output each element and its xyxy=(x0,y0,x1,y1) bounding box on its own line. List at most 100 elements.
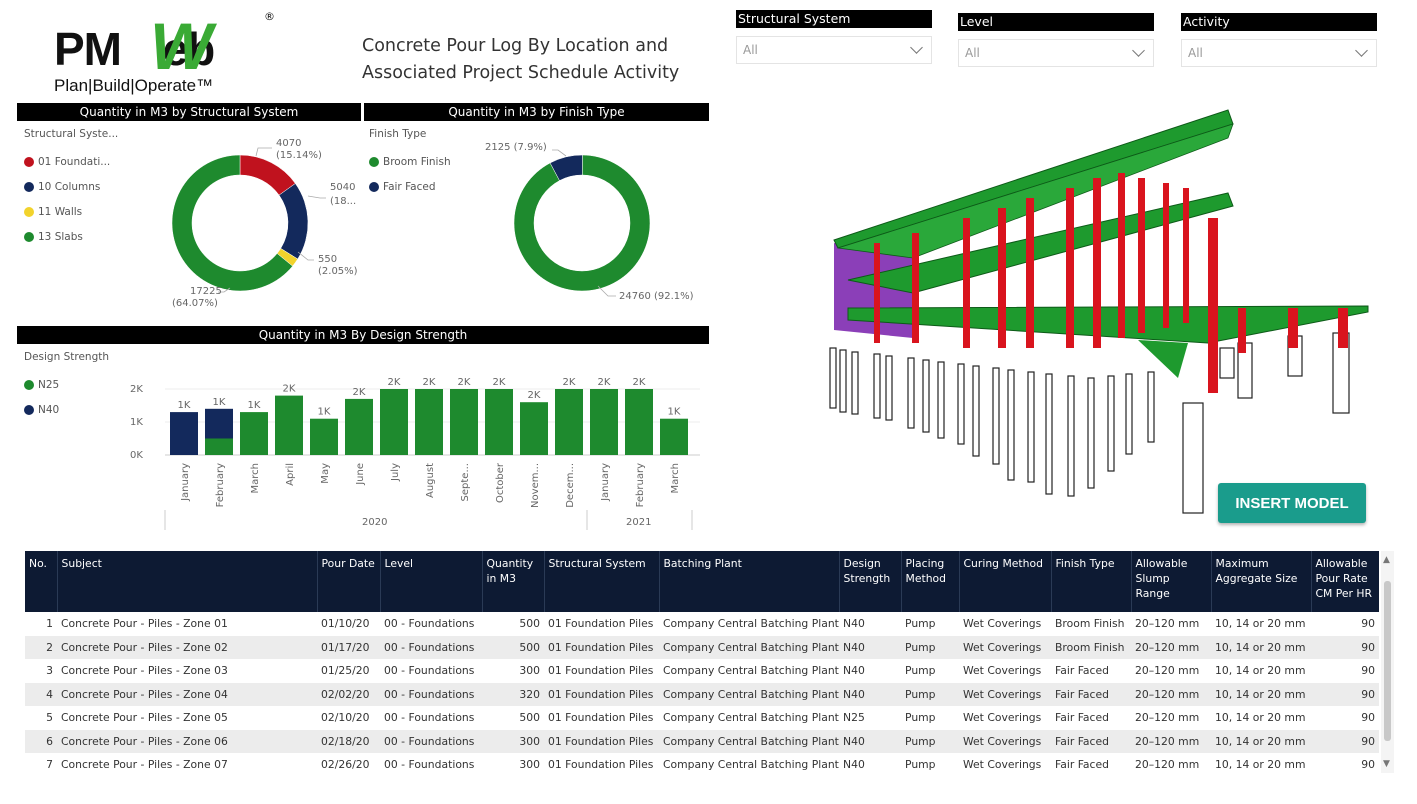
strength-bar-chart[interactable]: 2K 1K 0K 1K January 1K February 1K March 2K Apr… xyxy=(120,360,710,535)
finish-donut-chart[interactable]: 2125 (7.9%) 24760 (92.1%) xyxy=(480,128,710,318)
x-tick-label: May xyxy=(320,463,331,484)
table-cell: 300 xyxy=(519,664,540,678)
table-cell: 500 xyxy=(482,635,544,659)
column-header[interactable]: Maximum Aggregate Size xyxy=(1211,551,1312,612)
table-row[interactable]: 1 Concrete Pour - Piles - Zone 01 01/10/20… xyxy=(25,612,1379,636)
table-row[interactable]: 3 Concrete Pour - Piles - Zone 03 01/25/20… xyxy=(25,659,1379,683)
legend-item[interactable]: 11 Walls xyxy=(24,199,118,224)
bar-n25[interactable] xyxy=(380,389,408,455)
bar-data-label: 2K xyxy=(598,377,611,388)
table-cell: 20–120 mm xyxy=(1135,617,1200,631)
3d-model-viewer[interactable] xyxy=(788,108,1378,528)
bar-n25[interactable] xyxy=(625,389,653,455)
legend-title: Design Strength xyxy=(24,351,110,363)
structural-legend: Structural Syste... 01 Foundati... 10 Co… xyxy=(24,128,118,249)
report-title: Concrete Pour Log By Location and Associ… xyxy=(362,33,692,87)
bar-n25[interactable] xyxy=(590,389,618,455)
table-cell: Pump xyxy=(905,711,936,725)
table-cell: Wet Coverings xyxy=(959,682,1051,706)
y-tick-label: 2K xyxy=(130,384,143,395)
donut-slice[interactable] xyxy=(239,154,296,196)
report-title-line1: Concrete Pour Log By Location and xyxy=(362,36,669,56)
bar-data-label: 2K xyxy=(458,377,471,388)
column-header[interactable]: Structural System xyxy=(544,551,660,612)
column-header[interactable]: No. xyxy=(25,551,58,612)
table-cell: N25 xyxy=(843,711,865,725)
table-cell: 01 Foundation Piles xyxy=(548,664,654,678)
column-header[interactable]: Allowable Pour Rate CM Per HR xyxy=(1311,551,1379,612)
model-piles xyxy=(829,332,1350,514)
bar-n40[interactable] xyxy=(205,408,233,439)
legend-item[interactable]: N25 xyxy=(24,372,109,397)
table-cell: Fair Faced xyxy=(1055,664,1109,678)
bar-n25[interactable] xyxy=(205,438,233,456)
table-cell: 90 xyxy=(1311,729,1379,753)
scroll-up-icon[interactable]: ▲ xyxy=(1383,555,1390,565)
legend-item[interactable]: N40 xyxy=(24,397,109,422)
column-header[interactable]: Finish Type xyxy=(1051,551,1132,612)
table-cell: Wet Coverings xyxy=(959,729,1051,753)
structural-donut-chart[interactable]: 4070 (15.14%) 5040 (18... 550 (2.05%) 17… xyxy=(160,128,360,318)
table-cell: 5 xyxy=(46,711,53,725)
column-header[interactable]: Design Strength xyxy=(839,551,902,612)
bar-data-label: 2K xyxy=(493,377,506,388)
table-cell: 01 Foundation Piles xyxy=(544,635,659,659)
table-row[interactable]: 4 Concrete Pour - Piles - Zone 04 02/02/20… xyxy=(25,682,1379,706)
donut-data-label: 2125 (7.9%) xyxy=(485,142,547,153)
legend-item[interactable]: Broom Finish xyxy=(369,149,451,174)
structural-system-dropdown[interactable]: All xyxy=(736,36,932,64)
column-header[interactable]: Level xyxy=(380,551,483,612)
bar-n25[interactable] xyxy=(310,418,338,455)
column-header[interactable]: Quantity in M3 xyxy=(482,551,545,612)
bar-n25[interactable] xyxy=(345,398,373,455)
bar-n40[interactable] xyxy=(170,412,198,455)
bar-n25[interactable] xyxy=(520,402,548,455)
logo-text: PMWeb xyxy=(54,23,215,75)
table-row[interactable]: 7 Concrete Pour - Piles - Zone 07 02/26/20… xyxy=(25,753,1379,777)
bar-data-label: 1K xyxy=(318,407,331,418)
bar-n25[interactable] xyxy=(240,412,268,455)
scroll-thumb[interactable] xyxy=(1384,581,1391,741)
bar-n25[interactable] xyxy=(275,395,303,455)
donut-slice[interactable] xyxy=(513,154,651,292)
table-cell: 2 xyxy=(25,635,57,659)
bar-n25[interactable] xyxy=(485,389,513,455)
column-header[interactable]: Subject xyxy=(57,551,318,612)
table-cell: Company Central Batching Plant xyxy=(663,758,839,772)
legend-dot xyxy=(24,156,34,167)
table-row[interactable]: 2 Concrete Pour - Piles - Zone 02 01/17/20… xyxy=(25,635,1379,659)
table-cell: Broom Finish xyxy=(1055,617,1125,631)
bar-n25[interactable] xyxy=(415,389,443,455)
table-row[interactable]: 5 Concrete Pour - Piles - Zone 05 02/10/20… xyxy=(25,706,1379,730)
insert-model-button[interactable]: INSERT MODEL xyxy=(1218,483,1366,523)
column-header[interactable]: Batching Plant xyxy=(659,551,840,612)
column-header[interactable]: Pour Date xyxy=(317,551,381,612)
table-cell: Wet Coverings xyxy=(963,617,1042,631)
column-header[interactable]: Placing Method xyxy=(901,551,960,612)
slicer-structural-system: Structural System All xyxy=(736,10,932,64)
table-cell: 00 - Foundations xyxy=(384,758,475,772)
table-cell: Fair Faced xyxy=(1055,711,1109,725)
table-scrollbar[interactable]: ▲ ▼ xyxy=(1381,551,1394,773)
legend-item[interactable]: 10 Columns xyxy=(24,174,118,199)
legend-item[interactable]: 01 Foundati... xyxy=(24,149,118,174)
table-cell: 00 - Foundations xyxy=(384,664,475,678)
table-cell: Concrete Pour - Piles - Zone 04 xyxy=(57,682,317,706)
bar-n25[interactable] xyxy=(555,389,583,455)
activity-dropdown[interactable]: All xyxy=(1181,39,1377,67)
column-header[interactable]: Curing Method xyxy=(959,551,1052,612)
legend-item[interactable]: Fair Faced xyxy=(369,174,451,199)
donut-data-label: 4070 xyxy=(276,138,301,149)
bar-n25[interactable] xyxy=(660,418,688,455)
bar-n25[interactable] xyxy=(450,389,478,455)
bar-data-label: 1K xyxy=(213,397,226,408)
legend-item[interactable]: 13 Slabs xyxy=(24,224,118,249)
table-row[interactable]: 6 Concrete Pour - Piles - Zone 06 02/18/20… xyxy=(25,729,1379,753)
level-dropdown[interactable]: All xyxy=(958,39,1154,67)
column-header[interactable]: Allowable Slump Range xyxy=(1131,551,1212,612)
table-cell: 90 xyxy=(1361,617,1375,631)
scroll-down-icon[interactable]: ▼ xyxy=(1383,759,1390,769)
legend-dot xyxy=(24,181,34,192)
donut-slice[interactable] xyxy=(278,183,309,260)
donut-slice[interactable] xyxy=(171,154,293,292)
